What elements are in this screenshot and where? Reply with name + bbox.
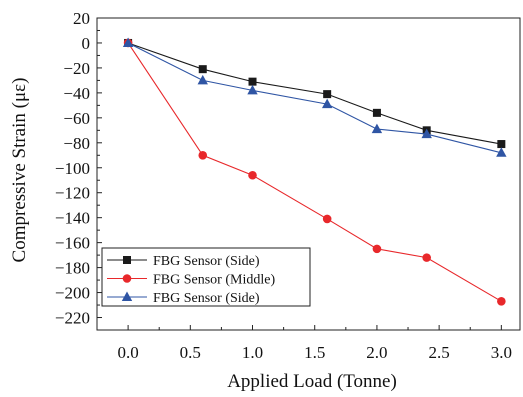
legend-box xyxy=(101,247,311,307)
y-tick-label: −20 xyxy=(63,59,90,78)
y-tick-label: 20 xyxy=(73,9,90,28)
triangle-marker xyxy=(247,84,258,95)
triangle-marker xyxy=(122,37,134,47)
triangle-marker xyxy=(496,147,507,157)
legend-item: FBG Sensor (Side) xyxy=(107,254,260,269)
y-tick-label: −180 xyxy=(55,259,90,278)
x-tick-label: 2.5 xyxy=(429,343,450,362)
series-line xyxy=(127,42,502,145)
legend-label: FBG Sensor (Side) xyxy=(153,291,260,306)
legend: FBG Sensor (Side) FBG Sensor (Middle) FBG … xyxy=(101,247,311,307)
square-marker xyxy=(248,77,257,86)
legend-item: FBG Sensor (Middle) xyxy=(107,273,275,288)
y-tick-label: −200 xyxy=(55,284,90,303)
y-tick-label: −100 xyxy=(55,159,90,178)
series-side-black xyxy=(124,38,506,149)
square-marker xyxy=(198,65,207,74)
triangle-marker xyxy=(197,74,208,85)
y-tick-label: 0 xyxy=(82,34,91,53)
legend-label: FBG Sensor (Side) xyxy=(153,254,260,269)
series-line xyxy=(127,42,502,154)
square-marker xyxy=(497,140,506,149)
x-tick-label: 3.0 xyxy=(491,343,512,362)
plot-frame xyxy=(96,17,521,331)
square-marker xyxy=(123,256,131,264)
y-tick-label: −140 xyxy=(55,209,90,228)
series-side-blue xyxy=(122,37,507,157)
y-tick-label: −220 xyxy=(55,309,90,328)
square-marker xyxy=(323,90,332,99)
y-axis-title: Compressive Strain (με) xyxy=(9,78,30,263)
y-tick-label: −160 xyxy=(55,234,90,253)
y-tick-label: −40 xyxy=(63,84,90,103)
x-tick-label: 0.0 xyxy=(117,343,138,362)
triangle-marker xyxy=(321,98,333,109)
square-marker xyxy=(372,108,381,117)
triangle-marker xyxy=(371,123,383,134)
triangle-marker xyxy=(421,128,432,139)
circle-marker xyxy=(372,244,382,254)
x-tick-label: 1.0 xyxy=(242,343,263,362)
circle-marker xyxy=(198,150,208,160)
circle-marker xyxy=(422,253,431,262)
circle-marker xyxy=(322,214,332,224)
legend-item: FBG Sensor (Side) xyxy=(107,291,260,306)
legend-label: FBG Sensor (Middle) xyxy=(153,273,275,288)
x-tick-label: 2.0 xyxy=(366,343,387,362)
y-tick-label: −60 xyxy=(63,109,90,128)
x-tick-labels: 0.0 0.5 1.0 1.5 2.0 2.5 3.0 xyxy=(117,343,511,362)
y-tick-label: −120 xyxy=(55,184,90,203)
series-layer xyxy=(122,37,507,306)
circle-marker xyxy=(497,296,506,306)
circle-marker xyxy=(248,170,257,180)
x-axis-title: Applied Load (Tonne) xyxy=(227,371,397,392)
circle-marker xyxy=(122,274,132,283)
x-tick-label: 0.5 xyxy=(180,343,201,362)
x-tick-label: 1.5 xyxy=(304,343,325,362)
axis-ticks xyxy=(96,17,502,330)
y-tick-labels: 20 0 −20 −40 −60 −80 −100 −120 −140 −160 −180 −200 −… xyxy=(55,9,90,328)
y-tick-label: −80 xyxy=(63,134,90,153)
triangle-marker xyxy=(121,291,133,301)
